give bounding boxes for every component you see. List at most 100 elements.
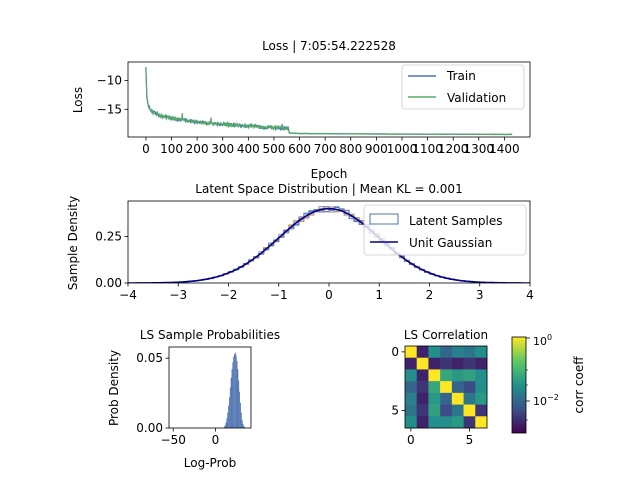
correlation-cell: [451, 357, 464, 370]
logprob-bar: [234, 353, 235, 428]
logprob-bar: [229, 387, 231, 428]
loss-xtick-label: 700: [314, 142, 337, 156]
logprob-bar: [237, 369, 239, 428]
logprob-bar: [232, 362, 234, 428]
latent-xtick-label: 4: [526, 288, 534, 302]
logprob-axes-frame: [168, 346, 252, 429]
correlation-cell: [463, 346, 476, 359]
loss-xtick-label: 400: [237, 142, 260, 156]
correlation-cell: [405, 346, 418, 359]
correlation-ytick-label: 0: [391, 345, 399, 359]
logprob-bar: [227, 412, 229, 428]
legend-unit-gaussian-label: Unit Gaussian: [409, 236, 492, 250]
correlation-cell: [451, 416, 464, 429]
loss-ytick-label: −15: [97, 102, 122, 116]
correlation-cell: [428, 416, 441, 429]
loss-xtick-label: 1000: [387, 142, 418, 156]
logprob-bar: [230, 377, 232, 428]
logprob-bar: [224, 425, 226, 428]
loss-series-validation-line: [145, 66, 513, 136]
logprob-bar: [244, 427, 246, 428]
loss-axes-frame: [127, 61, 531, 138]
colorbar-tick-label-mid: 10−2: [533, 393, 559, 408]
correlation-cell: [451, 369, 464, 382]
logprob-title: LS Sample Probabilities: [140, 328, 280, 342]
correlation-cell: [405, 416, 418, 429]
logprob-bar: [241, 419, 243, 428]
correlation-cell: [416, 416, 429, 429]
correlation-cell: [416, 381, 429, 394]
colorbar-tick-top: 100: [526, 333, 552, 348]
loss-xtick-label: 300: [211, 142, 234, 156]
latent-ylabel: Sample Density: [66, 196, 80, 290]
correlation-cell: [475, 416, 488, 429]
correlation-xtick-label: 0: [407, 433, 415, 447]
correlation-cell: [475, 369, 488, 382]
correlation-cell: [451, 404, 464, 417]
logprob-xtick-label: 0: [212, 433, 220, 447]
loss-legend: Train Validation: [401, 64, 525, 110]
logprob-bar: [231, 369, 233, 428]
correlation-cell: [405, 392, 418, 405]
legend-latent-samples-label: Latent Samples: [409, 214, 503, 228]
logprob-bar: [236, 360, 238, 428]
correlation-cell: [405, 369, 418, 382]
correlation-cell: [428, 381, 441, 394]
logprob-bar: [238, 380, 240, 428]
loss-xtick-label: 0: [142, 142, 150, 156]
latent-ytick-label: 0.00: [95, 276, 122, 290]
correlation-cell: [463, 381, 476, 394]
logprob-xlabel: Log-Prob: [184, 456, 236, 470]
correlation-cell: [440, 357, 453, 370]
correlation-cell: [463, 369, 476, 382]
latent-axes-frame: [127, 200, 531, 284]
logprob-ylabel: Prob Density: [107, 350, 121, 426]
colorbar-tick-label-top: 100: [533, 333, 552, 348]
correlation-cell: [405, 381, 418, 394]
logprob-bar: [235, 355, 237, 428]
logprob-bar: [226, 418, 228, 428]
latent-xtick-label: −4: [119, 288, 137, 302]
logprob-bar: [234, 352, 236, 428]
logprob-bar: [240, 412, 242, 428]
correlation-cell: [475, 392, 488, 405]
latent-xtick-label: −2: [220, 288, 238, 302]
loss-xtick-label: 200: [186, 142, 209, 156]
correlation-cell: [463, 392, 476, 405]
correlation-cell: [440, 381, 453, 394]
latent-xtick-label: −1: [270, 288, 288, 302]
loss-xtick-label: 1200: [438, 142, 469, 156]
latent-title: Latent Space Distribution | Mean KL = 0.…: [195, 182, 462, 196]
correlation-cell: [428, 357, 441, 370]
logprob-panel: LS Sample Probabilities −50 0 0.00 0.05 Log…: [107, 328, 280, 470]
colorbar: [511, 336, 527, 434]
loss-xlabel: Epoch: [311, 167, 348, 181]
correlation-cell: [440, 416, 453, 429]
loss-title: Loss | 7:05:54.222528: [262, 39, 396, 53]
logprob-bar: [242, 423, 244, 428]
loss-xtick-label: 500: [262, 142, 285, 156]
loss-xtick-label: 1300: [464, 142, 495, 156]
correlation-cell: [451, 392, 464, 405]
loss-ytick-label: −10: [97, 73, 122, 87]
logprob-bar: [225, 422, 227, 428]
correlation-cell: [416, 346, 429, 359]
correlation-panel: LS Correlation 0 5 0 5 100 10−2 corr coeff: [391, 328, 586, 447]
colorbar-tick-mid: 10−2: [526, 393, 559, 408]
logprob-bar: [228, 405, 230, 428]
latent-xtick-label: 0: [325, 288, 333, 302]
logprob-ytick-label: 0.00: [136, 421, 163, 435]
legend-validation-label: Validation: [447, 91, 506, 105]
legend-latent-samples-swatch: [369, 213, 399, 225]
loss-xtick-label: 600: [288, 142, 311, 156]
correlation-cell: [475, 346, 488, 359]
latent-xtick-label: 2: [426, 288, 434, 302]
latent-ytick-label: 0.25: [95, 229, 122, 243]
latent-panel: Latent Space Distribution | Mean KL = 0.…: [66, 182, 534, 302]
latent-xtick-label: 3: [476, 288, 484, 302]
correlation-cell: [451, 346, 464, 359]
correlation-cell: [475, 381, 488, 394]
correlation-cell: [416, 369, 429, 382]
correlation-cell: [416, 392, 429, 405]
